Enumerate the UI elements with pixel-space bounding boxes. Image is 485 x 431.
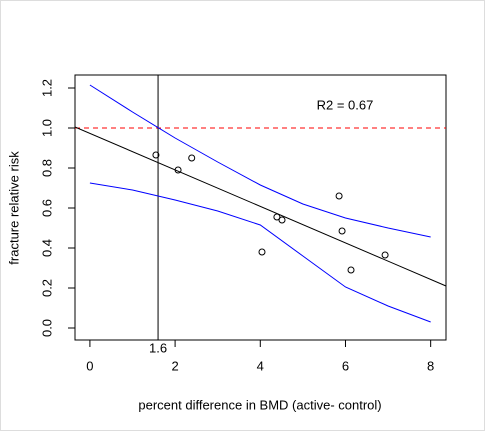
data-point <box>278 216 286 224</box>
data-point <box>347 266 355 274</box>
y-tick-label: 0.6 <box>39 199 54 217</box>
x-tick-label: 8 <box>427 358 434 373</box>
data-point <box>338 227 346 235</box>
y-tick-label: 1.0 <box>39 119 54 137</box>
data-point <box>381 251 389 259</box>
data-point <box>152 151 160 159</box>
y-tick-label: 0.0 <box>39 319 54 337</box>
y-tick-label: 0.8 <box>39 159 54 177</box>
line <box>74 126 447 287</box>
vline-label: 1.6 <box>149 340 167 355</box>
x-tick-label: 4 <box>257 358 264 373</box>
y-axis-label: fracture relative risk <box>6 151 21 265</box>
y-tick-label: 1.2 <box>39 79 54 97</box>
x-tick-label: 2 <box>171 358 178 373</box>
y-tick-label: 0.2 <box>39 279 54 297</box>
data-point <box>188 154 196 162</box>
line <box>89 182 431 323</box>
data-point <box>335 192 343 200</box>
x-tick-label: 0 <box>86 358 93 373</box>
x-axis-label: percent difference in BMD (active- contr… <box>138 397 381 412</box>
annotation: R2 = 0.67 <box>317 97 374 112</box>
line <box>89 84 431 238</box>
y-tick-label: 0.4 <box>39 239 54 257</box>
x-tick-label: 6 <box>342 358 349 373</box>
data-point <box>258 248 266 256</box>
